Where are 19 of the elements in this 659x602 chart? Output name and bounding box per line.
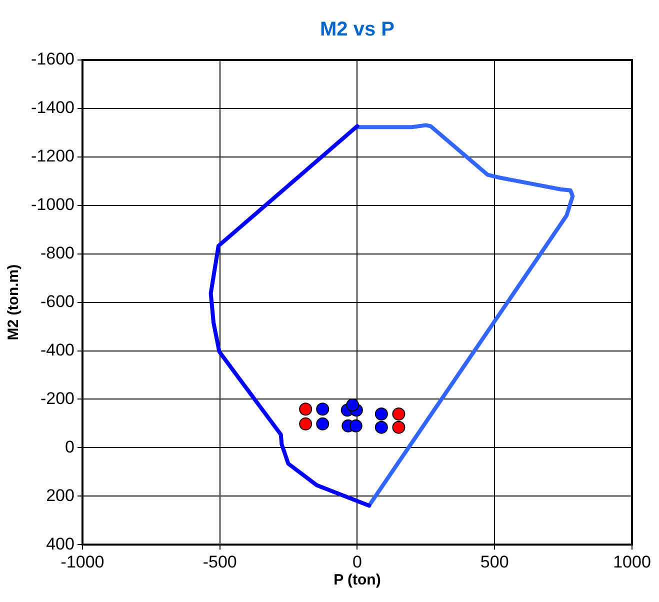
y-tick-label: -200 — [40, 388, 74, 408]
y-tick-label: -1600 — [30, 50, 74, 69]
x-axis-title: P (ton) — [334, 572, 381, 589]
x-tick-label: 0 — [352, 552, 362, 572]
y-tick-label: 0 — [65, 437, 74, 456]
y-tick-label: -1200 — [30, 146, 74, 166]
y-tick-label: 200 — [46, 486, 74, 505]
y-tick-label: -400 — [40, 340, 74, 360]
chart-title: M2 vs P — [320, 18, 394, 41]
y-axis-title: M2 (ton.m) — [5, 264, 22, 340]
x-tick-label: -1000 — [60, 552, 104, 572]
x-tick-label: -500 — [202, 552, 237, 572]
y-tick-label: -1400 — [30, 98, 74, 118]
y-tick-label: -1000 — [30, 195, 74, 214]
y-tick-label: -800 — [40, 244, 74, 263]
y-tick-label: -600 — [40, 292, 74, 311]
x-tick-label: 1000 — [613, 552, 651, 572]
x-tick-label: 500 — [480, 552, 509, 572]
y-tick-label: 400 — [46, 534, 74, 554]
